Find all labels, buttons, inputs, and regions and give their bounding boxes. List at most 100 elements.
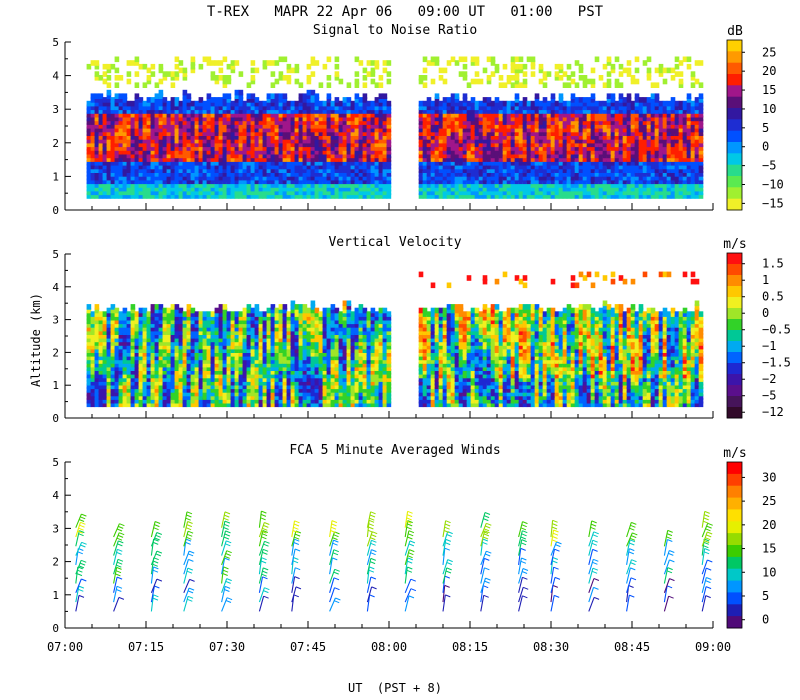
heatmap-cell <box>214 137 220 144</box>
heatmap-cell <box>118 340 124 346</box>
heatmap-cell <box>158 361 164 368</box>
heatmap-cell <box>594 152 600 159</box>
heatmap-cell <box>510 137 516 144</box>
heatmap-cell <box>374 167 380 173</box>
heatmap-cell <box>126 361 132 368</box>
heatmap-cell <box>122 160 128 166</box>
heatmap-cell <box>510 163 516 170</box>
heatmap-cell <box>126 163 132 170</box>
heatmap-cell <box>342 148 348 155</box>
heatmap-cell <box>650 115 656 122</box>
heatmap-cell <box>430 104 436 111</box>
heatmap-cell <box>162 152 168 159</box>
heatmap-cell <box>170 390 176 397</box>
heatmap-cell <box>222 111 228 118</box>
heatmap-cell <box>514 71 520 77</box>
heatmap-cell <box>126 372 132 379</box>
heatmap-cell <box>470 163 476 170</box>
heatmap-cell <box>542 152 548 159</box>
heatmap-cell <box>682 115 688 122</box>
heatmap-cell <box>214 97 220 103</box>
heatmap-cell <box>130 182 136 188</box>
heatmap-cell <box>210 119 216 125</box>
heatmap-cell <box>222 189 228 196</box>
heatmap-cell <box>114 351 120 357</box>
heatmap-cell <box>366 60 372 66</box>
heatmap-cell <box>294 182 300 188</box>
heatmap-cell <box>174 100 180 107</box>
heatmap-cell <box>162 115 168 122</box>
heatmap-cell <box>150 163 156 170</box>
heatmap-cell <box>358 119 364 125</box>
heatmap-cell <box>662 130 668 136</box>
heatmap-cell <box>590 119 596 125</box>
heatmap-cell <box>362 108 368 114</box>
heatmap-cell <box>534 111 540 118</box>
heatmap-cell <box>154 318 160 325</box>
heatmap-cell <box>346 189 352 196</box>
heatmap-cell <box>446 130 452 136</box>
heatmap-cell <box>438 137 444 144</box>
heatmap-cell <box>506 123 512 129</box>
heatmap-cell <box>114 318 120 325</box>
heatmap-cell <box>194 174 200 181</box>
heatmap-cell <box>686 148 692 155</box>
heatmap-cell <box>226 167 232 173</box>
heatmap-cell <box>494 163 500 170</box>
heatmap-cell <box>182 174 188 181</box>
heatmap-cell <box>150 108 156 114</box>
heatmap-cell <box>358 174 364 181</box>
heatmap-cell <box>686 123 692 129</box>
heatmap-cell <box>126 390 132 397</box>
heatmap-cell <box>594 174 600 181</box>
heatmap-cell <box>386 163 392 170</box>
heatmap-cell <box>638 141 644 148</box>
heatmap-cell <box>146 115 152 122</box>
heatmap-cell <box>166 343 172 350</box>
heatmap-cell <box>246 111 252 118</box>
heatmap-cell <box>110 351 116 357</box>
heatmap-cell <box>426 182 432 188</box>
heatmap-cell <box>694 141 700 148</box>
heatmap-cell <box>106 148 112 155</box>
heatmap-cell <box>246 141 252 148</box>
heatmap-cell <box>602 123 608 129</box>
heatmap-cell <box>362 111 368 118</box>
heatmap-cell <box>158 123 164 129</box>
heatmap-cell <box>366 189 372 196</box>
heatmap-cell <box>238 100 244 107</box>
heatmap-cell <box>114 82 120 88</box>
heatmap-cell <box>674 189 680 196</box>
heatmap-cell <box>262 193 268 199</box>
heatmap-cell <box>602 193 608 199</box>
heatmap-cell <box>370 134 376 140</box>
heatmap-cell <box>690 71 696 77</box>
heatmap-cell <box>102 394 108 400</box>
heatmap-cell <box>242 178 248 185</box>
heatmap-cell <box>438 130 444 136</box>
heatmap-cell <box>434 141 440 148</box>
heatmap-cell <box>86 325 92 332</box>
heatmap-cell <box>666 156 672 162</box>
heatmap-cell <box>686 189 692 196</box>
heatmap-cell <box>158 307 164 314</box>
heatmap-cell <box>186 134 192 140</box>
heatmap-cell <box>358 97 364 103</box>
heatmap-cell <box>466 123 472 129</box>
heatmap-cell <box>254 152 260 159</box>
heatmap-cell <box>174 372 180 379</box>
heatmap-cell <box>578 182 584 188</box>
heatmap-cell <box>670 152 676 159</box>
heatmap-cell <box>166 369 172 375</box>
heatmap-cell <box>606 119 612 125</box>
heatmap-cell <box>378 108 384 114</box>
heatmap-cell <box>198 152 204 159</box>
heatmap-cell <box>90 100 96 107</box>
heatmap-cell <box>238 171 244 177</box>
heatmap-cell <box>450 174 456 181</box>
heatmap-cell <box>142 171 148 177</box>
heatmap-cell <box>422 193 428 199</box>
heatmap-cell <box>262 163 268 170</box>
heatmap-cell <box>462 134 468 140</box>
heatmap-cell <box>94 336 100 343</box>
